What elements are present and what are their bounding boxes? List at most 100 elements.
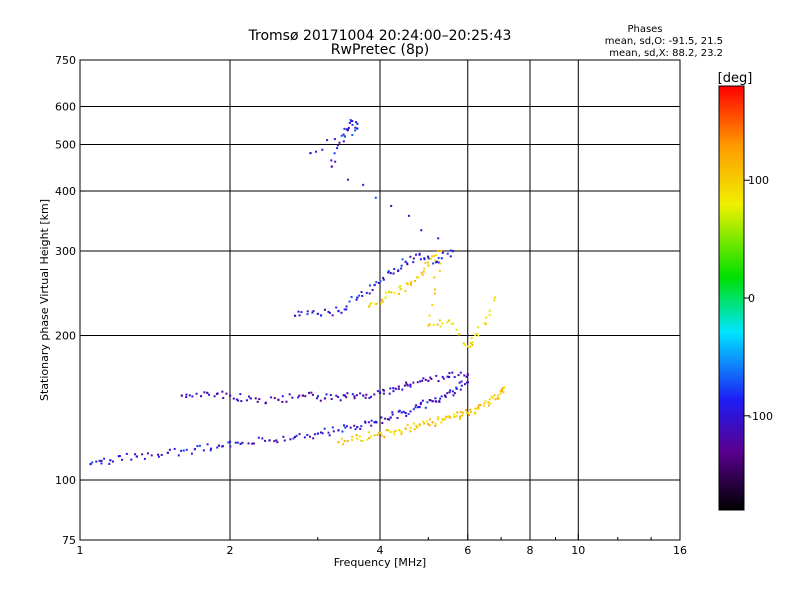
data-point bbox=[477, 404, 480, 407]
data-point bbox=[229, 440, 232, 443]
y-tick-label: 600 bbox=[55, 101, 76, 114]
data-point bbox=[391, 411, 394, 414]
data-point bbox=[348, 300, 351, 303]
data-point bbox=[351, 120, 354, 123]
data-point bbox=[330, 398, 333, 401]
data-point bbox=[485, 316, 488, 319]
data-point bbox=[450, 322, 453, 325]
data-point bbox=[449, 389, 452, 392]
data-point bbox=[387, 271, 390, 274]
data-point bbox=[379, 431, 382, 434]
data-point bbox=[347, 126, 350, 129]
data-point bbox=[303, 436, 306, 439]
data-point bbox=[364, 396, 367, 399]
data-point bbox=[330, 165, 333, 168]
colorbar-tick-label: -100 bbox=[748, 410, 773, 423]
data-point bbox=[373, 421, 376, 424]
data-point bbox=[453, 376, 456, 379]
data-point bbox=[389, 271, 392, 275]
x-tick-label: 10 bbox=[571, 544, 585, 557]
data-point bbox=[345, 128, 348, 131]
axis-ticks: 1 2 4 6 8 10 16 75 100 200 300 400 500 600 750 bbox=[55, 54, 687, 557]
data-point bbox=[356, 425, 359, 429]
data-point bbox=[442, 419, 445, 422]
data-point bbox=[390, 204, 393, 207]
data-point bbox=[236, 441, 239, 444]
data-point bbox=[328, 434, 331, 437]
data-point bbox=[394, 429, 397, 432]
data-point bbox=[356, 122, 359, 125]
data-point bbox=[405, 381, 408, 384]
data-point bbox=[337, 309, 340, 313]
data-point bbox=[235, 398, 238, 401]
data-point bbox=[458, 333, 461, 336]
data-point bbox=[394, 387, 397, 390]
data-point bbox=[323, 308, 326, 311]
data-point bbox=[130, 458, 133, 461]
y-tick-label: 400 bbox=[55, 185, 76, 198]
data-point bbox=[89, 462, 92, 466]
data-point bbox=[331, 426, 334, 429]
data-point bbox=[325, 393, 328, 396]
data-point bbox=[345, 425, 348, 428]
data-point bbox=[320, 314, 323, 317]
data-point bbox=[373, 434, 376, 437]
data-point bbox=[251, 442, 254, 445]
stats-heading: Phases bbox=[627, 24, 662, 35]
data-point bbox=[448, 415, 451, 418]
data-point bbox=[239, 442, 242, 445]
data-point bbox=[465, 375, 468, 378]
data-point bbox=[421, 399, 424, 402]
data-point bbox=[331, 314, 334, 317]
data-point bbox=[190, 452, 193, 455]
data-point bbox=[404, 260, 407, 263]
data-point bbox=[348, 121, 351, 124]
data-point bbox=[499, 392, 502, 395]
data-point bbox=[364, 420, 367, 423]
data-point bbox=[427, 379, 430, 382]
data-point bbox=[384, 291, 387, 294]
data-point bbox=[337, 441, 340, 444]
data-point bbox=[461, 411, 464, 414]
data-point bbox=[397, 292, 400, 295]
data-point bbox=[367, 431, 370, 434]
data-point bbox=[391, 413, 394, 416]
data-point bbox=[426, 261, 429, 264]
data-point bbox=[437, 249, 440, 252]
data-point bbox=[385, 429, 388, 432]
data-point bbox=[383, 389, 386, 392]
data-point bbox=[241, 441, 244, 444]
data-point bbox=[118, 455, 121, 458]
data-point bbox=[488, 398, 491, 401]
data-point bbox=[368, 396, 371, 399]
data-point bbox=[354, 129, 357, 132]
data-point bbox=[388, 418, 391, 421]
data-point bbox=[360, 425, 363, 428]
data-point bbox=[249, 397, 252, 400]
data-point bbox=[109, 459, 112, 462]
data-point bbox=[342, 133, 345, 136]
data-point bbox=[339, 399, 342, 402]
data-point bbox=[426, 401, 429, 404]
y-tick-label: 750 bbox=[55, 54, 76, 67]
data-point bbox=[369, 284, 372, 287]
data-point bbox=[91, 461, 94, 464]
data-point bbox=[270, 396, 273, 399]
data-point bbox=[376, 433, 379, 436]
data-point bbox=[383, 436, 386, 439]
data-point bbox=[393, 267, 396, 270]
stats-line-o: mean, sd,O: -91.5, 21.5 bbox=[605, 36, 723, 47]
data-point bbox=[382, 278, 385, 281]
data-point bbox=[177, 454, 180, 457]
data-point bbox=[359, 427, 362, 430]
x-tick-label: 6 bbox=[464, 544, 471, 557]
data-point bbox=[346, 129, 349, 132]
data-point bbox=[257, 436, 260, 439]
data-point bbox=[354, 126, 357, 129]
data-point bbox=[268, 439, 271, 442]
data-point bbox=[340, 134, 343, 137]
data-point bbox=[380, 434, 383, 437]
data-point bbox=[389, 387, 392, 390]
data-point bbox=[409, 430, 412, 433]
